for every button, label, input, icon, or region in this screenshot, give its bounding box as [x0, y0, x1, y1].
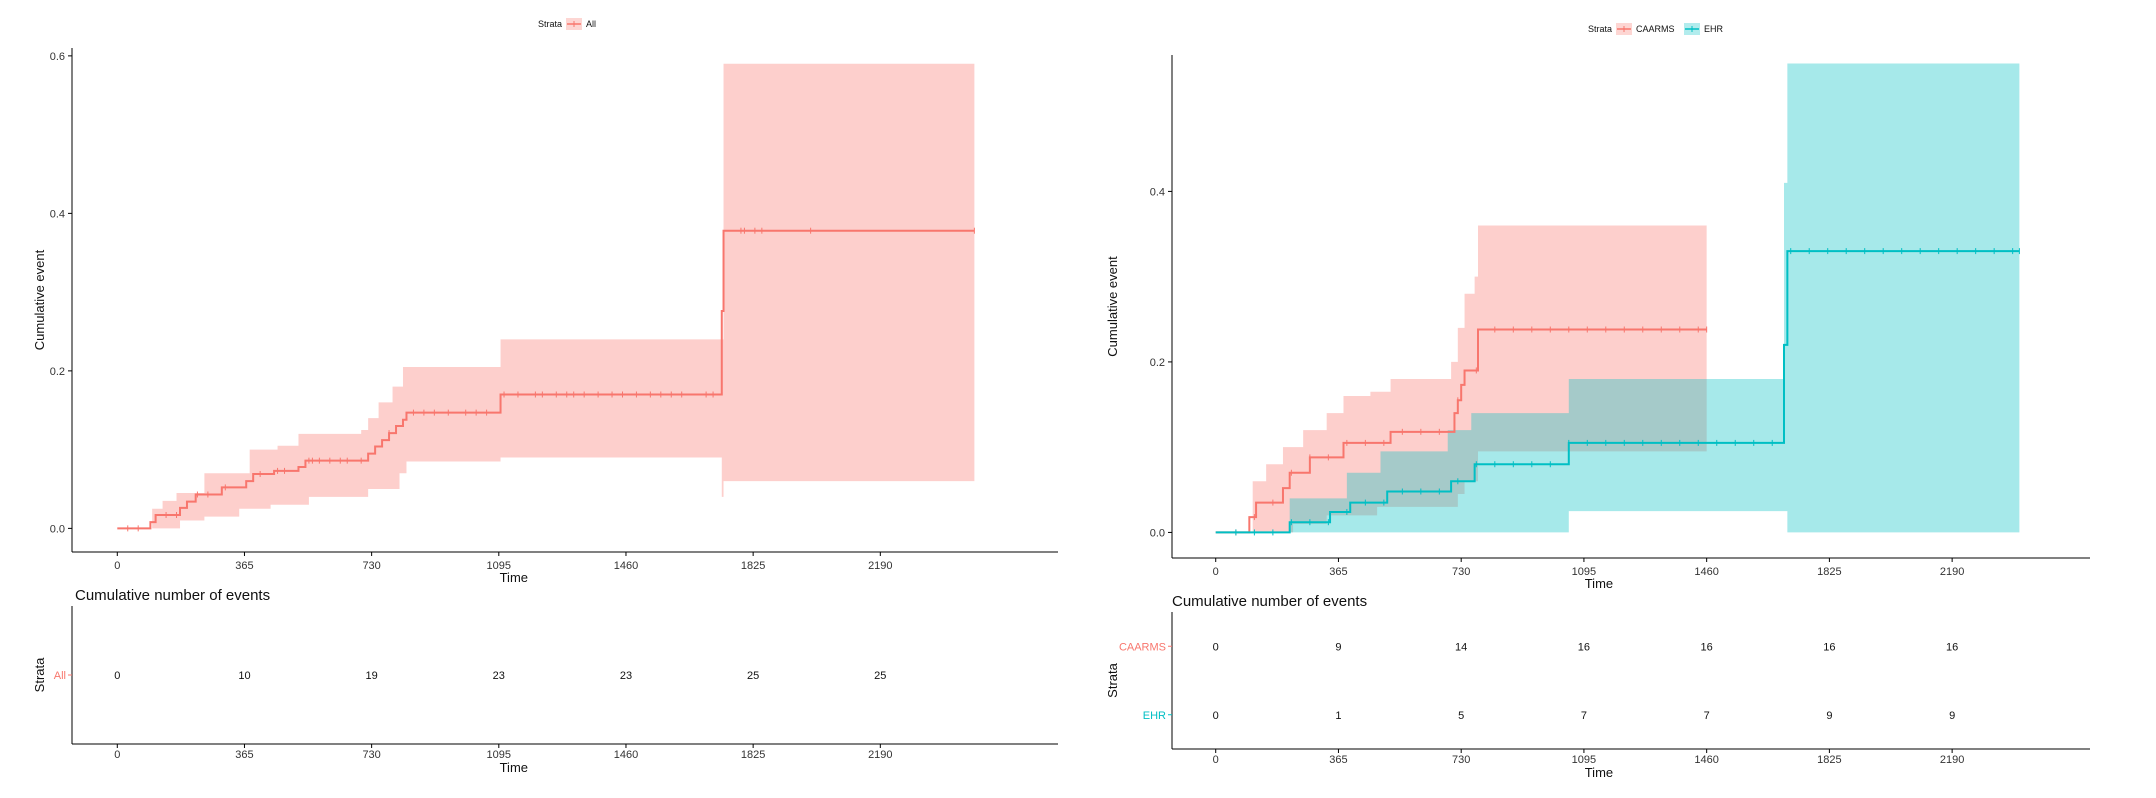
risk-table-cell: 16 [1701, 641, 1713, 653]
risk-table-cell: 19 [366, 670, 378, 682]
risk-table-cell: 7 [1704, 710, 1710, 722]
legend: Strata CAARMS EHR [1588, 23, 1724, 35]
risk-table-x-tick-label: 365 [1329, 754, 1347, 766]
risk-table-title: Cumulative number of events [1172, 593, 1367, 610]
legend-label-all: All [586, 19, 596, 29]
x-tick-label: 0 [1213, 566, 1219, 578]
risk-table-cell: 9 [1335, 641, 1341, 653]
risk-table-x-title: Time [1585, 765, 1613, 780]
risk-table-x-tick-label: 1095 [1572, 754, 1596, 766]
y-tick-label: 0.6 [50, 51, 65, 63]
risk-table-y-title: Strata [1105, 662, 1120, 697]
y-tick-label: 0.0 [50, 523, 65, 535]
risk-table-cell: 25 [747, 670, 759, 682]
risk-table-cell: 0 [114, 670, 120, 682]
risk-table-x-tick-label: 1825 [1817, 754, 1841, 766]
risk-table-cell: 0 [1213, 641, 1219, 653]
x-tick-label: 365 [235, 560, 253, 572]
risk-table-cell: 1 [1335, 710, 1341, 722]
risk-table-x-tick-label: 2190 [868, 749, 892, 761]
risk-table-cell: 16 [1578, 641, 1590, 653]
x-tick-label: 1460 [614, 560, 638, 572]
step-line-caarms [1215, 328, 1707, 534]
legend-title: Strata [1588, 24, 1612, 34]
x-tick-label: 730 [1452, 566, 1470, 578]
risk-table-row-label-caarms: CAARMS [1119, 641, 1166, 653]
risk-table-title: Cumulative number of events [75, 587, 270, 604]
x-tick-label: 2190 [868, 560, 892, 572]
legend-label-caarms: CAARMS [1636, 24, 1675, 34]
risk-table-cell: 5 [1458, 710, 1464, 722]
risk-table-x-tick-label: 1095 [487, 749, 511, 761]
risk-table: Cumulative number of events All 0 10 19 23 23 2… [32, 587, 1058, 775]
panel-1: Strata All 0.0 0.2 0.4 0.6 0 365 730 1095 1460 1825… [32, 18, 1058, 775]
risk-table-x-tick-label: 1460 [614, 749, 638, 761]
risk-table-row-label-ehr: EHR [1143, 710, 1166, 722]
risk-table-cell: 10 [238, 670, 250, 682]
legend-label-ehr: EHR [1704, 24, 1724, 34]
ci-band-all [117, 63, 975, 529]
x-axis-title: Time [1585, 576, 1613, 591]
risk-table-x-tick-label: 365 [235, 749, 253, 761]
x-tick-label: 2190 [1940, 566, 1964, 578]
risk-table-cell: 9 [1826, 710, 1832, 722]
x-tick-label: 1825 [1817, 566, 1841, 578]
x-tick-label: 1095 [1572, 566, 1596, 578]
risk-table-cell: 0 [1213, 710, 1219, 722]
risk-table-cell: 23 [620, 670, 632, 682]
risk-table-x-tick-label: 730 [362, 749, 380, 761]
x-tick-label: 1095 [487, 560, 511, 572]
risk-table: Cumulative number of events CAARMS 0 9 14 16 1… [1105, 593, 2090, 780]
risk-table-x-tick-label: 1460 [1694, 754, 1718, 766]
y-axis-title: Cumulative event [32, 249, 47, 350]
x-tick-label: 365 [1329, 566, 1347, 578]
ci-band-caarms [1215, 225, 1707, 533]
risk-table-cell: 25 [874, 670, 886, 682]
x-tick-label: 1825 [741, 560, 765, 572]
risk-table-cell: 23 [493, 670, 505, 682]
risk-table-cell: 16 [1946, 641, 1958, 653]
legend-title: Strata [538, 19, 562, 29]
risk-table-row-label-all: All [54, 670, 66, 682]
y-tick-label: 0.2 [1150, 357, 1165, 369]
risk-table-cell: 7 [1581, 710, 1587, 722]
risk-table-x-tick-label: 1825 [741, 749, 765, 761]
y-tick-label: 0.0 [1150, 527, 1165, 539]
legend: Strata All [538, 18, 596, 30]
y-axis-title: Cumulative event [1105, 256, 1120, 357]
risk-table-cell: 9 [1949, 710, 1955, 722]
risk-table-x-tick-label: 0 [114, 749, 120, 761]
y-tick-label: 0.4 [1150, 186, 1165, 198]
risk-table-cell: 14 [1455, 641, 1467, 653]
risk-table-x-title: Time [500, 760, 528, 775]
risk-table-x-tick-label: 2190 [1940, 754, 1964, 766]
risk-table-x-tick-label: 730 [1452, 754, 1470, 766]
x-tick-label: 730 [362, 560, 380, 572]
x-axis-title: Time [500, 570, 528, 585]
risk-table-cell: 16 [1823, 641, 1835, 653]
risk-table-y-title: Strata [32, 657, 47, 692]
step-line-all [117, 229, 975, 530]
risk-table-x-tick-label: 0 [1213, 754, 1219, 766]
y-tick-label: 0.4 [50, 208, 65, 220]
x-tick-label: 0 [114, 560, 120, 572]
ci-band-ehr [1215, 63, 2020, 533]
y-tick-label: 0.2 [50, 366, 65, 378]
x-tick-label: 1460 [1694, 566, 1718, 578]
